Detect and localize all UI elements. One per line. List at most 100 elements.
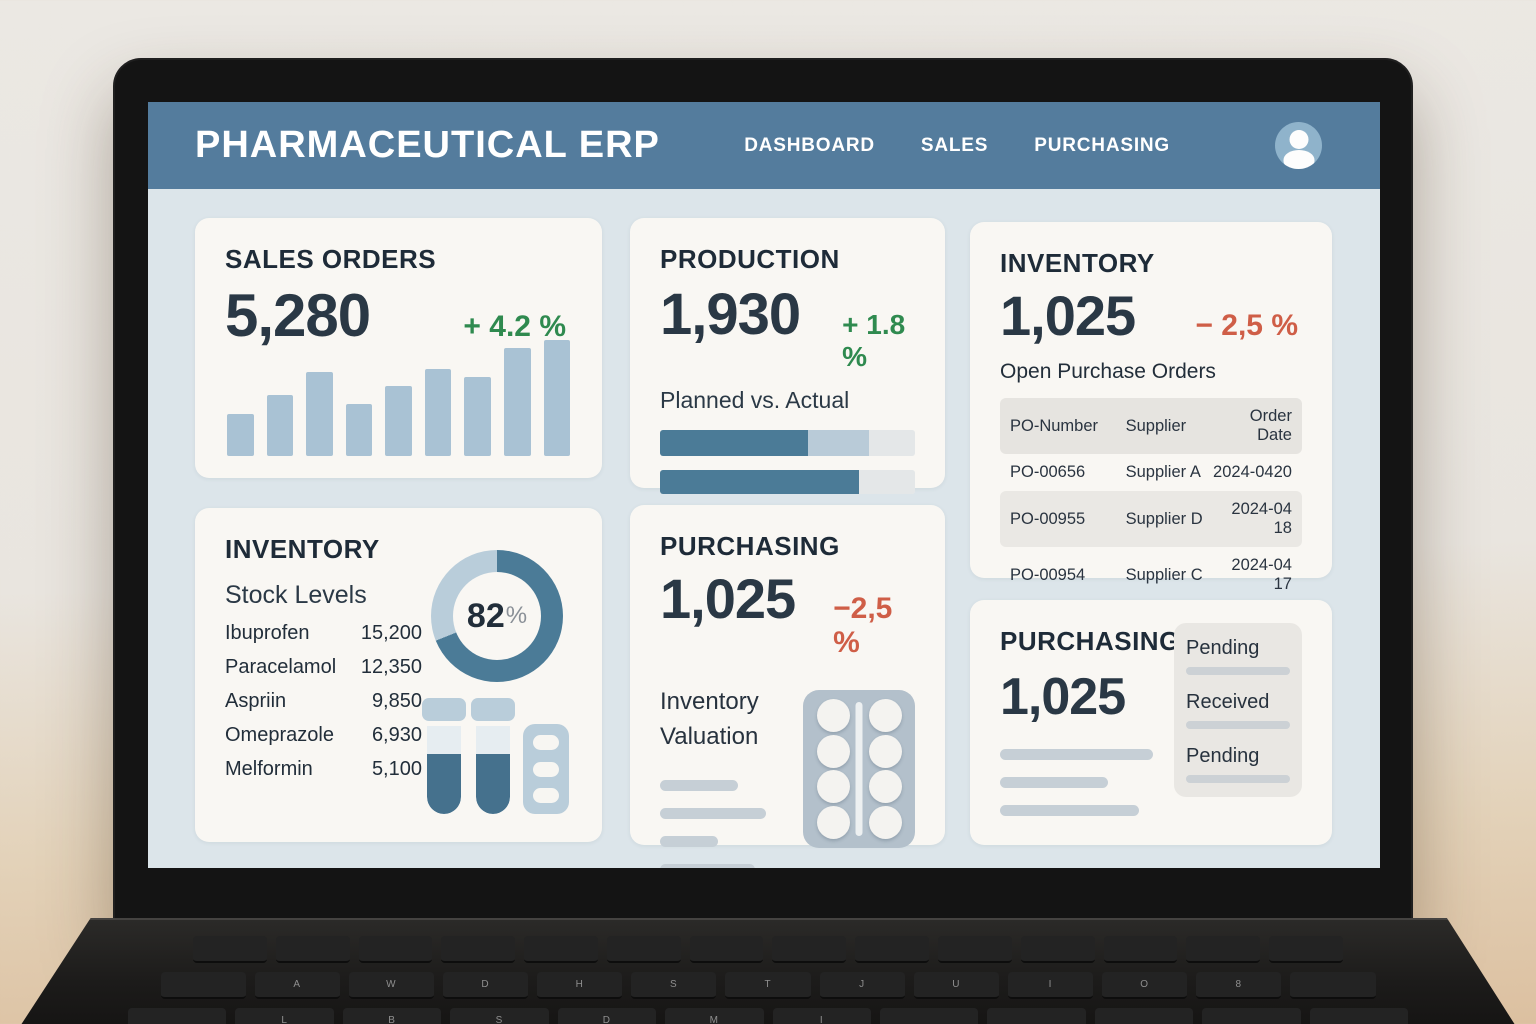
keyboard-key: 8 xyxy=(1196,972,1282,999)
laptop-frame: PHARMACEUTICAL ERP DASHBOARD SALES PURCH… xyxy=(113,58,1413,930)
status-badge: Received xyxy=(1186,691,1270,713)
keyboard-key xyxy=(1094,1008,1194,1024)
order-date-cell: 2024-04 17 xyxy=(1231,556,1292,593)
keyboard-key: T xyxy=(725,972,811,999)
keyboard-key: O xyxy=(1102,972,1188,999)
purchasing-valuation-title: PURCHASING xyxy=(660,531,840,561)
keyboard-key xyxy=(879,1008,979,1024)
keyboard-key: L xyxy=(235,1008,334,1024)
main-nav: DASHBOARD SALES PURCHASING xyxy=(744,135,1170,157)
purchasing-valuation-card: PURCHASING 1,025 −2,5 % Inventory Valuat… xyxy=(630,505,945,868)
col-header-po-number: PO-Number xyxy=(1010,416,1099,435)
status-badge: Pending xyxy=(1186,637,1260,659)
keyboard-key xyxy=(772,936,847,963)
keyboard-key: M xyxy=(665,1008,764,1024)
status-item: Received xyxy=(1186,691,1290,729)
list-item: Paracelamol 12,350 xyxy=(225,656,422,679)
keyboard-key xyxy=(1290,972,1376,999)
status-underline xyxy=(1186,721,1290,729)
lab-icons xyxy=(422,698,569,814)
keyboard-key: I xyxy=(772,1008,871,1024)
purchase-orders-table: PO-Number Supplier Order Date PO-00656 S… xyxy=(1000,398,1302,603)
stock-levels-subtitle: Stock Levels xyxy=(225,581,367,609)
list-item: Melformin 5,100 xyxy=(225,758,422,781)
keyboard-key xyxy=(1103,936,1178,963)
skeleton-bar xyxy=(660,836,718,847)
stock-qty: 12,350 xyxy=(360,656,422,678)
user-avatar[interactable] xyxy=(1275,122,1322,169)
keyboard-key xyxy=(524,936,598,963)
bar xyxy=(543,340,571,456)
bar xyxy=(227,414,254,456)
inventory-orders-title: INVENTORY xyxy=(1000,248,1155,278)
progress-bar-planned xyxy=(660,430,915,456)
donut-chart: 82 % xyxy=(431,550,563,682)
inventory-stock-card: INVENTORY Stock Levels Ibuprofen 15,200 … xyxy=(195,508,602,842)
keyboard-key xyxy=(1020,936,1095,963)
nav-sales[interactable]: SALES xyxy=(920,134,989,156)
stock-name: Paracelamol xyxy=(225,656,337,678)
production-card: PRODUCTION 1,930 + 1.8 % Planned vs. Act… xyxy=(630,218,945,494)
stock-name: Melformin xyxy=(225,758,313,780)
keyboard-key: S xyxy=(631,972,717,999)
app-header: PHARMACEUTICAL ERP DASHBOARD SALES PURCH… xyxy=(148,102,1380,189)
bar xyxy=(503,348,531,456)
sales-orders-delta: + 4.2 % xyxy=(463,310,566,343)
supplier-cell: Supplier A xyxy=(1125,463,1201,481)
order-date-cell: 2024-04 18 xyxy=(1231,500,1292,537)
order-date-cell: 2024-0420 xyxy=(1213,463,1292,481)
keyboard-key xyxy=(689,936,764,963)
bar xyxy=(464,377,491,456)
dashboard-main: SALES ORDERS 5,280 + 4.2 % xyxy=(195,189,1332,868)
keyboard-key: D xyxy=(557,1008,657,1024)
keyboard-key xyxy=(987,1008,1086,1024)
purchasing-status-title: PURCHASING xyxy=(1000,626,1180,656)
keyboard-key xyxy=(358,936,433,963)
laptop-keyboard-deck: AWDHSTJUIO8LBSDMIVBNM74 xyxy=(21,918,1515,1024)
test-tube-icon xyxy=(471,698,515,814)
keyboard-key xyxy=(938,936,1012,963)
bar xyxy=(306,372,333,456)
nav-purchasing[interactable]: PURCHASING xyxy=(1034,134,1170,156)
keyboard-key xyxy=(193,936,267,963)
keyboard-key: H xyxy=(537,972,623,999)
production-delta: + 1.8 % xyxy=(842,309,906,372)
list-item: Ibuprofen 15,200 xyxy=(225,622,422,645)
keyboard-key xyxy=(160,972,246,999)
app-title: PHARMACEUTICAL ERP xyxy=(195,124,660,166)
keyboard-key xyxy=(855,936,930,963)
production-value: 1,930 xyxy=(660,282,801,347)
keyboard-key: D xyxy=(442,972,529,999)
sales-orders-value: 5,280 xyxy=(225,282,371,349)
keyboard-key: A xyxy=(254,972,340,999)
nav-dashboard[interactable]: DASHBOARD xyxy=(744,134,875,156)
table-row[interactable]: PO-00954 Supplier C 2024-04 17 xyxy=(1000,547,1302,603)
purchasing-valuation-value: 1,025 xyxy=(660,567,796,630)
keyboard-key xyxy=(1309,1008,1409,1024)
test-tube-icon xyxy=(422,698,466,814)
production-title: PRODUCTION xyxy=(660,244,840,274)
po-number-cell: PO-00955 xyxy=(1010,509,1086,528)
sales-bar-chart xyxy=(227,340,571,456)
inventory-stock-title: INVENTORY xyxy=(225,534,380,564)
keyboard-key: S xyxy=(450,1008,549,1024)
keyboard-key xyxy=(606,936,681,963)
inventory-orders-value: 1,025 xyxy=(1000,284,1136,347)
inventory-orders-card: INVENTORY 1,025 − 2,5 % Open Purchase Or… xyxy=(970,222,1332,593)
pill-blister-icon xyxy=(523,724,569,814)
table-row[interactable]: PO-00955 Supplier D 2024-04 18 xyxy=(1000,491,1302,547)
stock-name: Ibuprofen xyxy=(225,622,310,644)
donut-percent-sign: % xyxy=(505,602,528,629)
keyboard-key: I xyxy=(1007,972,1094,999)
stock-qty: 15,200 xyxy=(360,622,422,644)
avatar-head-icon xyxy=(1289,130,1308,149)
table-row[interactable]: PO-00656 Supplier A 2024-0420 xyxy=(1000,454,1302,491)
col-header-supplier: Supplier xyxy=(1125,416,1187,435)
status-badge: Pending xyxy=(1186,745,1260,767)
purchasing-valuation-delta: −2,5 % xyxy=(833,592,893,659)
keyboard-key xyxy=(441,936,516,963)
keyboard-key: J xyxy=(819,972,905,999)
avatar-body-icon xyxy=(1283,150,1314,169)
purchasing-status-card: PURCHASING 1,025 Pending xyxy=(970,600,1332,845)
col-header-order-date: Order Date xyxy=(1249,407,1292,444)
